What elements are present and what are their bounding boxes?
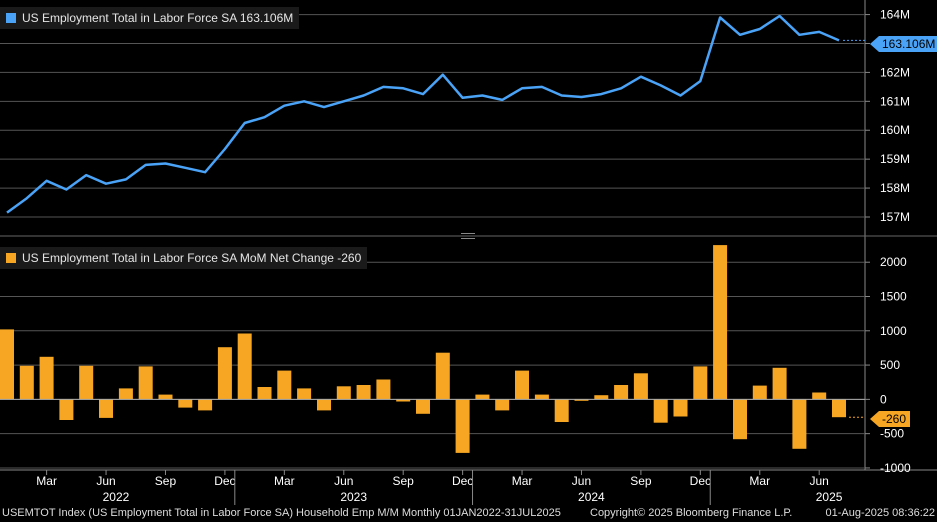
top-y-tick-label: 158M bbox=[880, 181, 910, 195]
x-month-label: Dec bbox=[214, 474, 235, 488]
mom-change-bar bbox=[614, 385, 629, 400]
x-month-label: Jun bbox=[572, 474, 591, 488]
mom-change-bar bbox=[693, 366, 708, 400]
mom-change-bar bbox=[396, 399, 411, 402]
footer-timestamp: 01-Aug-2025 08:36:22 bbox=[825, 507, 935, 519]
top-y-tick-label: 161M bbox=[880, 94, 910, 108]
mom-change-bar bbox=[237, 333, 252, 400]
mom-change-bar bbox=[19, 365, 34, 400]
mom-change-bar bbox=[772, 367, 787, 400]
bottom-y-tick-label: 0 bbox=[880, 392, 887, 406]
x-year-label: 2025 bbox=[816, 490, 843, 504]
x-year-label: 2022 bbox=[103, 490, 130, 504]
footer-copyright: Copyright© 2025 Bloomberg Finance L.P. bbox=[590, 507, 793, 519]
bottom-y-tick-label: 1000 bbox=[880, 324, 907, 338]
x-month-label: Jun bbox=[810, 474, 829, 488]
legend-bottom-swatch bbox=[6, 253, 16, 263]
legend-bottom: US Employment Total in Labor Force SA Mo… bbox=[0, 247, 368, 269]
mom-change-bar bbox=[158, 394, 173, 400]
top-y-tick-label: 157M bbox=[880, 210, 910, 224]
x-month-label: Mar bbox=[274, 474, 295, 488]
x-year-label: 2024 bbox=[578, 490, 605, 504]
legend-top-label: US Employment Total in Labor Force SA 16… bbox=[22, 11, 294, 25]
mom-change-bar bbox=[336, 386, 351, 400]
mom-change-bar bbox=[455, 399, 470, 453]
top-y-tick-label: 159M bbox=[880, 152, 910, 166]
mom-change-bar bbox=[356, 385, 371, 400]
mom-change-bar bbox=[277, 370, 292, 400]
x-month-label: Dec bbox=[690, 474, 711, 488]
x-year-label: 2023 bbox=[340, 490, 367, 504]
mom-change-bar bbox=[495, 399, 510, 411]
employment-total-line bbox=[6, 14, 840, 214]
mom-change-bar bbox=[376, 379, 391, 400]
top-y-tick-label: 160M bbox=[880, 123, 910, 137]
mom-change-bar bbox=[515, 370, 529, 400]
x-month-label: Jun bbox=[96, 474, 115, 488]
mom-change-bar bbox=[217, 347, 232, 400]
legend-top-swatch bbox=[6, 13, 16, 23]
last-value-label-top: 163.106M bbox=[870, 36, 937, 52]
bottom-y-tick-label: -500 bbox=[880, 427, 904, 441]
mom-change-bar bbox=[178, 399, 193, 408]
x-month-label: Dec bbox=[452, 474, 473, 488]
bottom-y-tick-label: 2000 bbox=[880, 255, 907, 269]
last-value-label-bottom: -260 bbox=[870, 411, 911, 427]
mom-change-bar bbox=[198, 399, 213, 411]
mom-change-bar bbox=[534, 394, 549, 400]
mom-change-bar bbox=[752, 385, 767, 400]
x-month-label: Sep bbox=[155, 474, 177, 488]
x-month-label: Sep bbox=[630, 474, 652, 488]
bottom-y-tick-label: -1000 bbox=[880, 461, 911, 475]
footer-index-description: USEMTOT Index (US Employment Total in La… bbox=[2, 507, 561, 519]
mom-change-bar bbox=[317, 399, 331, 411]
mom-change-bar bbox=[39, 356, 54, 400]
x-month-label: Mar bbox=[512, 474, 533, 488]
mom-change-bar bbox=[59, 399, 74, 420]
x-month-label: Mar bbox=[749, 474, 770, 488]
mom-change-bar bbox=[257, 387, 272, 400]
mom-change-bar bbox=[0, 329, 14, 400]
bottom-y-tick-label: 1500 bbox=[880, 289, 907, 303]
mom-change-bar bbox=[733, 399, 747, 440]
x-month-label: Jun bbox=[334, 474, 353, 488]
bottom-y-tick-label: 500 bbox=[880, 358, 900, 372]
mom-change-bar bbox=[118, 388, 133, 400]
mom-change-bar bbox=[673, 399, 688, 417]
top-y-tick-label: 162M bbox=[880, 65, 910, 79]
mom-change-bar bbox=[79, 365, 94, 400]
top-y-tick-label: 164M bbox=[880, 8, 910, 22]
mom-change-bar bbox=[792, 399, 807, 449]
mom-change-bar bbox=[554, 399, 569, 422]
mom-change-bar bbox=[99, 399, 113, 418]
mom-change-bar bbox=[475, 394, 490, 400]
mom-change-bar bbox=[138, 366, 153, 400]
mom-change-bar bbox=[812, 392, 827, 400]
mom-change-bar bbox=[574, 399, 589, 401]
panel-resize-handle[interactable] bbox=[461, 233, 475, 239]
mom-change-bar bbox=[435, 352, 450, 400]
x-month-label: Sep bbox=[393, 474, 415, 488]
mom-change-bar bbox=[653, 399, 668, 423]
legend-top: US Employment Total in Labor Force SA 16… bbox=[0, 7, 300, 29]
mom-change-bar bbox=[416, 399, 430, 414]
mom-change-bar bbox=[633, 373, 648, 400]
mom-change-bar bbox=[594, 395, 609, 400]
footer: USEMTOT Index (US Employment Total in La… bbox=[0, 506, 937, 522]
mom-change-bar bbox=[713, 245, 728, 400]
x-month-label: Mar bbox=[36, 474, 57, 488]
mom-change-bar bbox=[832, 399, 846, 418]
legend-bottom-label: US Employment Total in Labor Force SA Mo… bbox=[22, 251, 362, 265]
mom-change-bar bbox=[297, 388, 312, 400]
